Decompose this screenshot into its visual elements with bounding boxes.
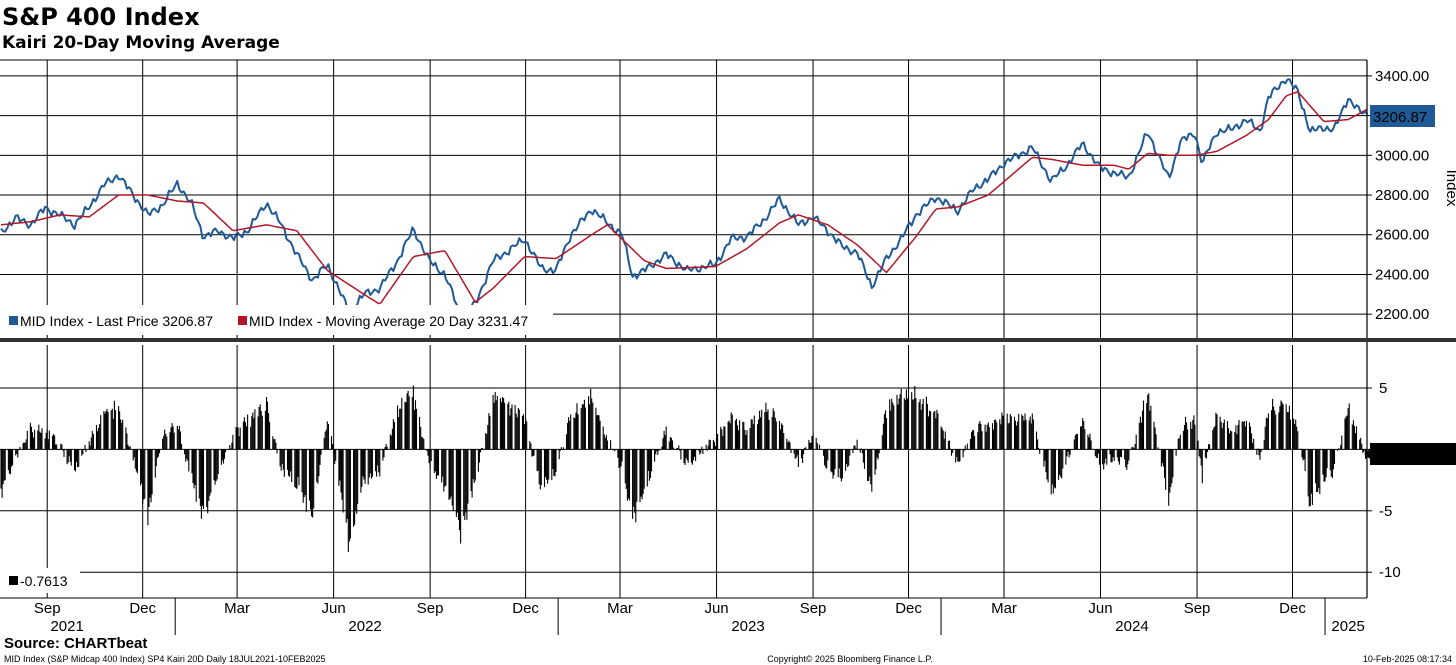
y-tick-label: 3000.00 — [1375, 147, 1429, 164]
x-year-label: 2023 — [731, 618, 764, 635]
x-tick-label: Dec — [129, 600, 156, 617]
x-tick-label: Dec — [1279, 600, 1306, 617]
y-tick-label: -5 — [1379, 503, 1392, 520]
x-tick-label: Jun — [704, 600, 728, 617]
legend-swatch-kairi — [9, 576, 18, 585]
legend-swatch-moving-average — [238, 316, 247, 325]
x-year-label: 2025 — [1331, 618, 1364, 635]
x-tick-label: Sep — [417, 600, 444, 617]
timestamp: 10-Feb-2025 08:17:34 — [1363, 654, 1452, 664]
y-tick-label: 5 — [1379, 380, 1387, 397]
series-description: MID Index (S&P Midcap 400 Index) SP4 Kai… — [4, 654, 326, 664]
x-year-label: 2024 — [1115, 618, 1148, 635]
x-year-label: 2022 — [348, 618, 381, 635]
y-tick-label: 2200.00 — [1375, 306, 1429, 323]
page-subtitle: Kairi 20-Day Moving Average — [2, 33, 280, 53]
price-legend-box — [0, 305, 553, 335]
legend-label-moving-average: MID Index - Moving Average 20 Day 3231.4… — [249, 313, 528, 329]
x-tick-label: Jun — [322, 600, 346, 617]
page-title: S&P 400 Index — [2, 3, 200, 31]
y-tick-label: 2600.00 — [1375, 227, 1429, 244]
x-tick-label: Mar — [991, 600, 1017, 617]
source-note: Source: CHARTbeat — [4, 635, 147, 652]
y-axis-label: Index — [1443, 170, 1456, 207]
legend-swatch-last-price — [9, 316, 18, 325]
kairi-value-tag — [1370, 443, 1456, 465]
axes: Sep Dec Mar Jun Sep Dec Mar Jun Sep Dec Mar Jun Sep D… — [0, 59, 1456, 635]
last-price-line — [0, 78, 1368, 318]
x-tick-label: Dec — [895, 600, 922, 617]
panel-divider — [0, 338, 1456, 342]
kairi-value-tag-label: -0.7613 — [1377, 447, 1428, 464]
copyright-note: Copyright© 2025 Bloomberg Finance L.P. — [767, 654, 933, 664]
last-price-tag — [1370, 105, 1435, 127]
x-tick-label: Mar — [224, 600, 250, 617]
x-tick-label: Sep — [800, 600, 827, 617]
x-tick-label: Sep — [1184, 600, 1211, 617]
legend-label-last-price: MID Index - Last Price 3206.87 — [20, 313, 213, 329]
grid-lines — [0, 60, 1367, 598]
y-tick-label: 2800.00 — [1375, 187, 1429, 204]
x-tick-label: Dec — [512, 600, 539, 617]
kairi-panel — [0, 385, 1368, 552]
price-panel — [0, 78, 1368, 318]
y-tick-label: 3400.00 — [1375, 68, 1429, 85]
y-tick-label: 2400.00 — [1375, 266, 1429, 283]
last-price-tag-label: 3206.87 — [1373, 109, 1427, 126]
y-tick-label: -10 — [1379, 564, 1401, 581]
moving-average-line — [0, 91, 1368, 305]
x-tick-label: Jun — [1088, 600, 1112, 617]
x-tick-label: Sep — [34, 600, 61, 617]
legend-label-kairi: -0.7613 — [20, 573, 68, 589]
x-tick-label: Mar — [607, 600, 633, 617]
x-year-label: 2021 — [50, 618, 83, 635]
